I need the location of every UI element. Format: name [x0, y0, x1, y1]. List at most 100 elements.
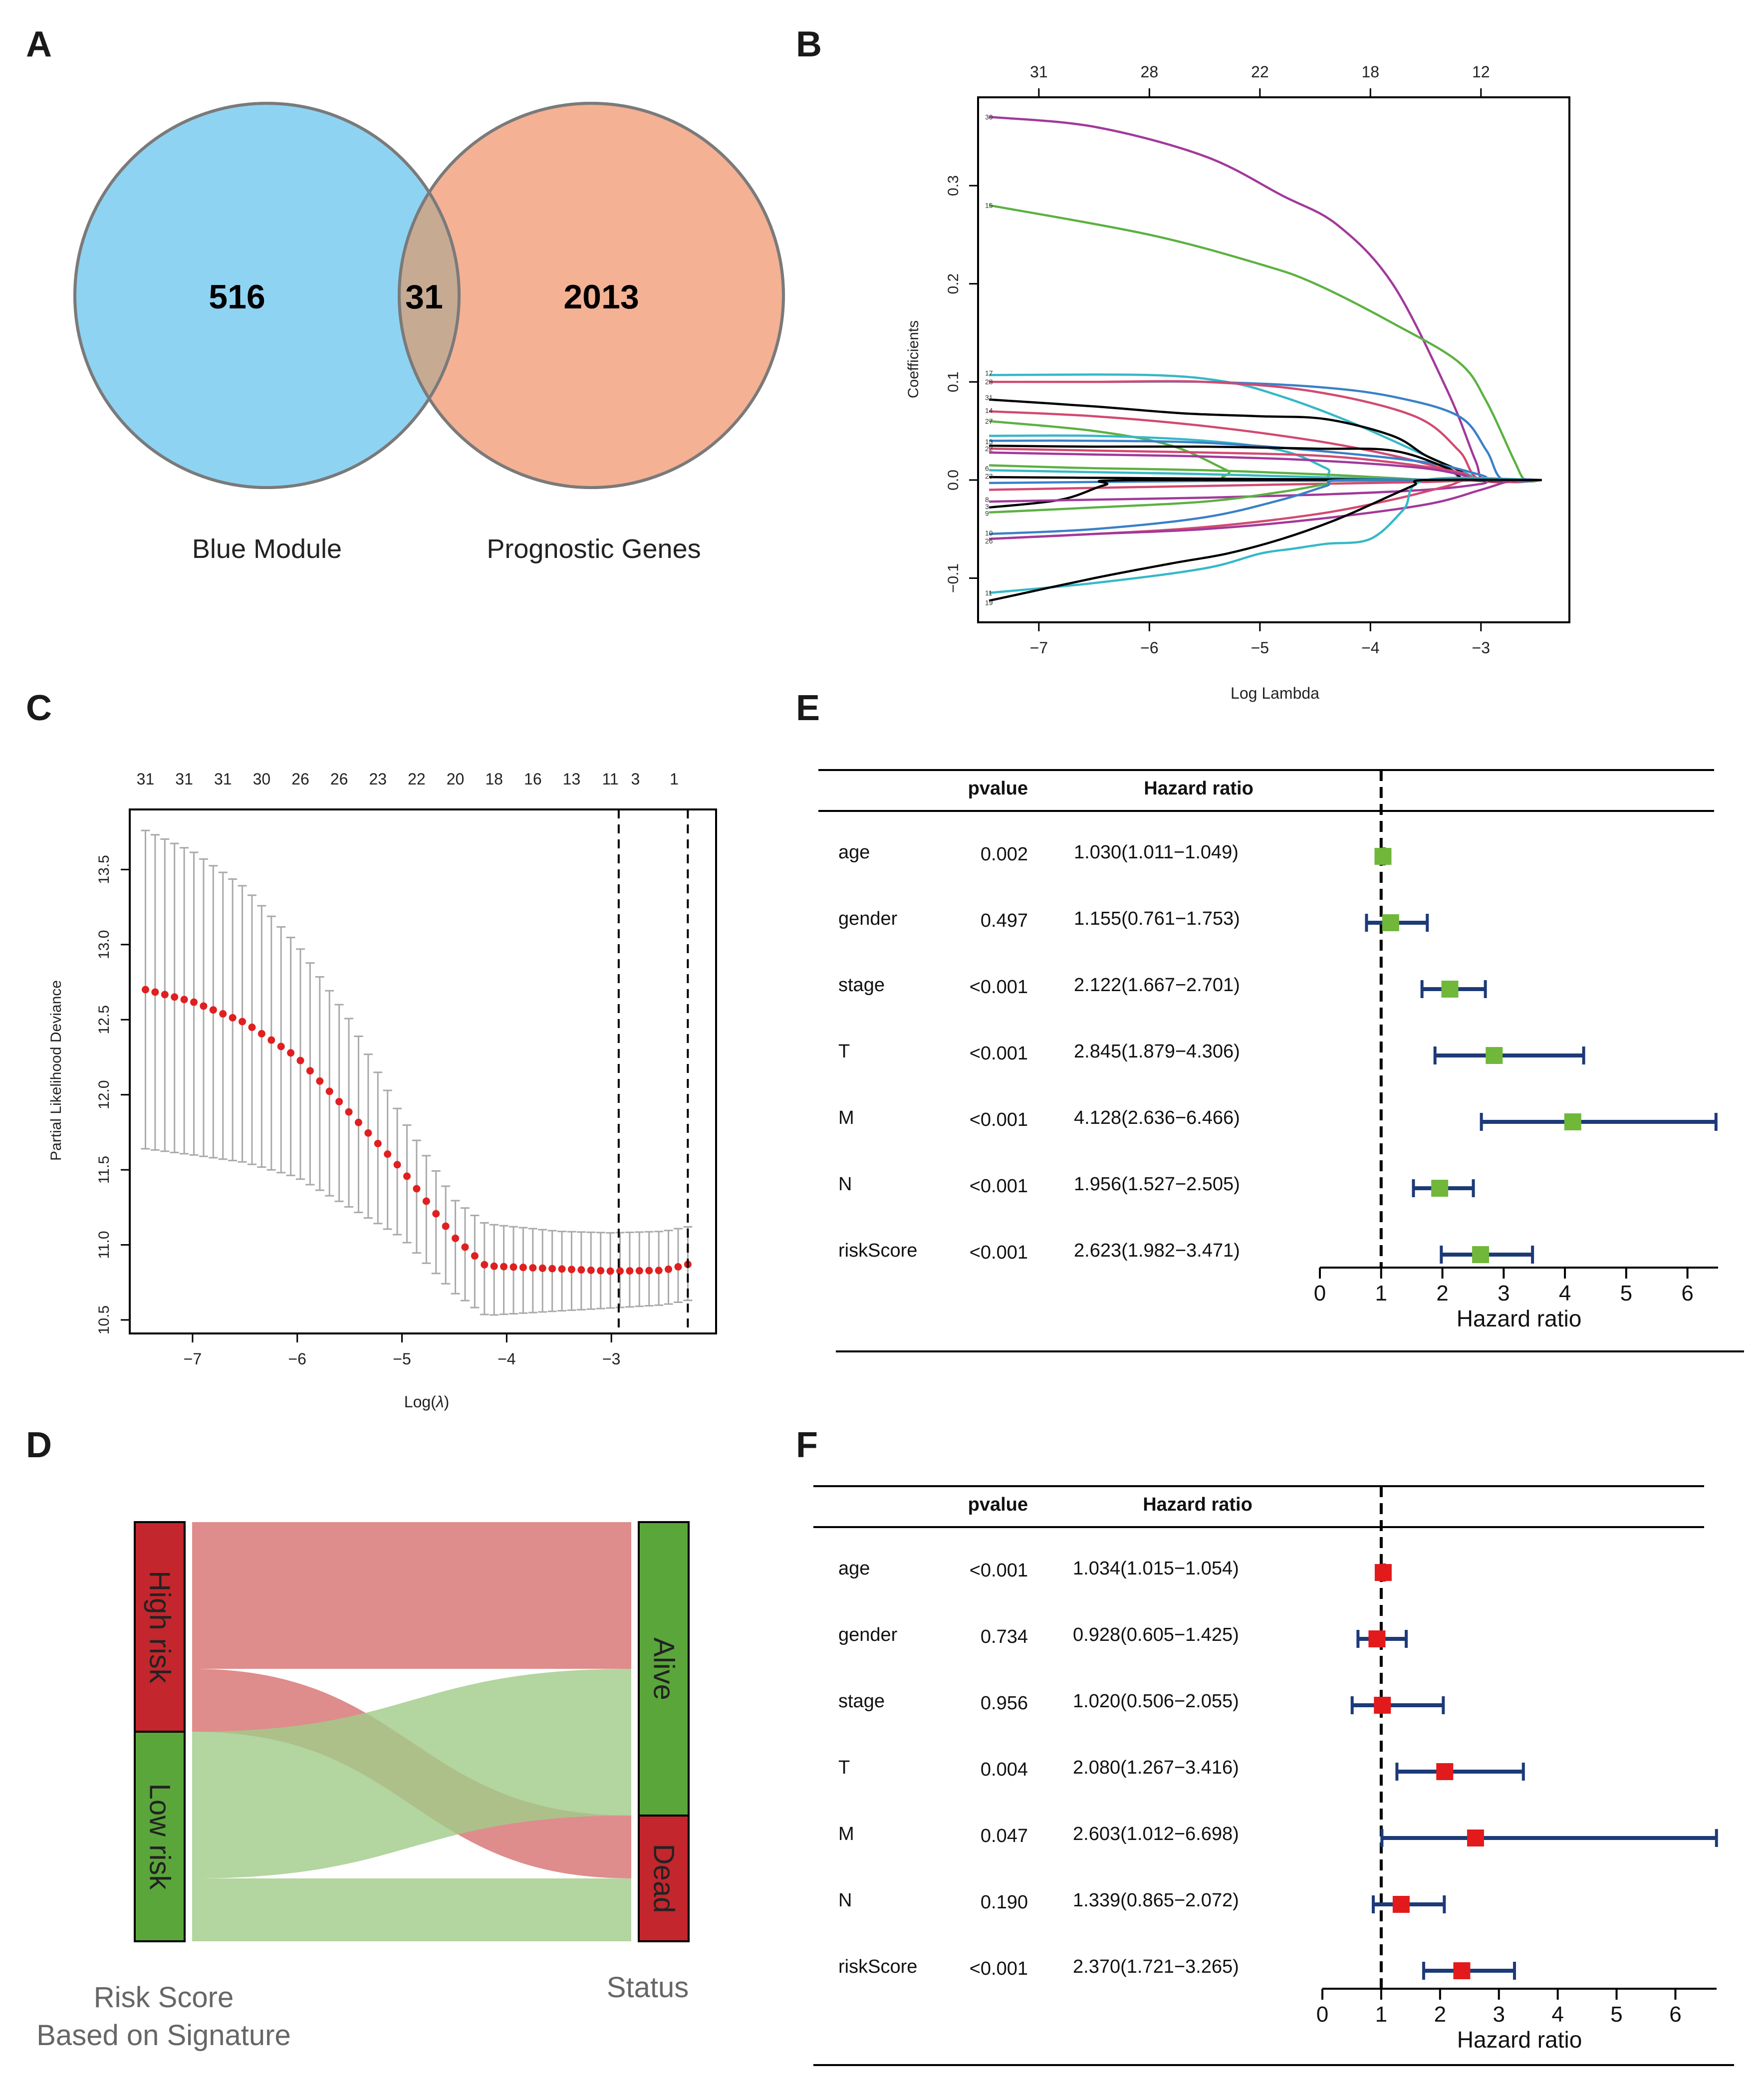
path-index-label: 31 [985, 394, 993, 402]
hr-marker [1374, 848, 1392, 865]
row-pvalue: 0.734 [981, 1626, 1028, 1647]
coef-path-29 [989, 380, 1542, 484]
hr-marker [1486, 1047, 1503, 1064]
cv-point [267, 1036, 275, 1044]
x-tick-label: −3 [602, 1350, 620, 1368]
cv-point [306, 1067, 314, 1075]
coef-path-11 [989, 477, 1542, 594]
y-tick-label: −0.1 [945, 563, 962, 593]
cv-point [316, 1077, 324, 1085]
top-count-label: 31 [137, 770, 155, 788]
path-index-label: 9 [985, 510, 989, 518]
cv-point [180, 996, 188, 1004]
row-hazard-ratio-text: 1.956(1.527−2.505) [1074, 1174, 1240, 1195]
plot-frame [977, 96, 1570, 623]
cv-point [287, 1049, 295, 1057]
path-index-label: 19 [985, 599, 993, 607]
row-hazard-ratio-text: 1.020(0.506−2.055) [1073, 1691, 1239, 1712]
cv-point [529, 1264, 537, 1272]
x-tick-label: −6 [1140, 639, 1158, 657]
hazard-ratio-header: Hazard ratio [1143, 1494, 1253, 1515]
node-alive [638, 1521, 690, 1817]
row-pvalue: 0.002 [981, 844, 1028, 865]
cv-point [519, 1264, 527, 1272]
row-hazard-ratio-text: 1.030(1.011−1.049) [1074, 842, 1239, 863]
panel-label-e: E [796, 688, 820, 728]
top-count-label: 1 [670, 770, 679, 788]
row-pvalue: <0.001 [970, 977, 1028, 998]
row-label: riskScore [838, 1956, 917, 1977]
cv-point [248, 1024, 256, 1032]
cv-point [587, 1266, 595, 1274]
node-label: Alive [648, 1637, 680, 1700]
row-pvalue: 0.047 [981, 1826, 1028, 1846]
x-tick-label: −7 [184, 1350, 202, 1368]
cv-point [364, 1129, 372, 1137]
row-hazard-ratio-text: 0.928(0.605−1.425) [1073, 1624, 1239, 1645]
top-count-label: 26 [291, 770, 309, 788]
row-hazard-ratio-text: 1.034(1.015−1.054) [1073, 1558, 1239, 1579]
path-index-label: 26 [985, 537, 993, 545]
venn-left-only-count: 516 [209, 278, 265, 316]
coef-path-c22 [989, 478, 1542, 535]
y-tick-label: 0.3 [945, 175, 962, 196]
hr-marker [1441, 981, 1459, 998]
cv-point [335, 1097, 343, 1105]
cv-point [432, 1210, 440, 1218]
row-label: M [838, 1824, 854, 1844]
cv-point [538, 1264, 546, 1272]
row-hazard-ratio-text: 4.128(2.636−6.466) [1074, 1107, 1240, 1128]
cv-point [229, 1014, 237, 1022]
plot-frame [129, 808, 717, 1334]
coef-path-c20 [989, 479, 1542, 503]
hr-marker [1374, 1697, 1391, 1714]
cv-point [481, 1261, 489, 1269]
row-pvalue: <0.001 [970, 1242, 1028, 1263]
cv-point [548, 1265, 556, 1273]
x-tick-label: −5 [1251, 639, 1269, 657]
x-tick-label: 3 [1498, 1281, 1510, 1306]
y-axis-label: Coefficients [905, 320, 922, 398]
path-index-label: 28 [985, 378, 993, 386]
row-label: M [838, 1107, 854, 1128]
flow-low-risk-to-dead [192, 1878, 631, 1941]
top-tick-label: 12 [1472, 63, 1490, 81]
cv-point [171, 993, 179, 1001]
node-dead [638, 1815, 690, 1942]
x-axis-label: Log Lambda [1231, 684, 1319, 702]
cv-point [393, 1161, 401, 1169]
cv-point [209, 1006, 217, 1014]
cv-point [490, 1262, 498, 1270]
cv-point [374, 1139, 382, 1147]
cv-point [413, 1185, 421, 1193]
pvalue-header: pvalue [968, 778, 1028, 799]
path-index-label: 8 [985, 496, 989, 504]
cv-point [567, 1266, 575, 1274]
hr-marker [1382, 914, 1399, 931]
hr-marker [1392, 1896, 1410, 1913]
x-tick-label: 0 [1316, 2002, 1328, 2027]
panel-label-f: F [796, 1425, 818, 1465]
top-count-label: 22 [408, 770, 426, 788]
x-tick-label: −5 [393, 1350, 411, 1368]
row-hazard-ratio-text: 2.080(1.267−3.416) [1073, 1757, 1239, 1778]
top-count-label: 23 [369, 770, 387, 788]
path-index-label: 10 [985, 529, 993, 537]
coef-path-19 [989, 478, 1542, 602]
x-tick-label: 1 [1375, 2002, 1387, 2027]
cv-point [161, 991, 169, 999]
row-label: riskScore [838, 1240, 917, 1261]
cv-deviance-plot: −7 −6 −5 −4 −310.511.011.512.012.513.013.531… [48, 770, 717, 1411]
y-tick-label: 11.0 [96, 1231, 112, 1259]
y-tick-label: 12.0 [96, 1080, 112, 1109]
cv-point [645, 1267, 653, 1275]
row-label: gender [838, 1624, 898, 1645]
cv-point [597, 1267, 605, 1275]
right-axis-label: Status [607, 1971, 689, 2004]
top-tick-label: 22 [1251, 63, 1269, 81]
path-index-label: 23 [985, 472, 993, 480]
left-axis-label-line1: Risk Score [94, 1981, 234, 2014]
panel-label-c: C [26, 688, 52, 728]
cv-point [452, 1234, 460, 1242]
row-label: age [838, 842, 870, 863]
